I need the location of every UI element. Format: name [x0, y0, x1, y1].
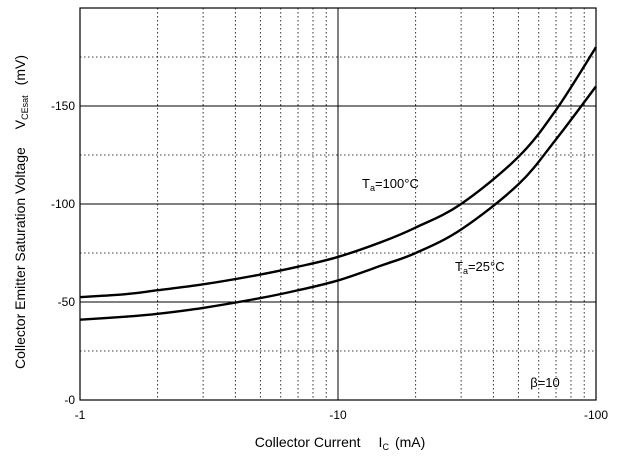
beta-annotation: β=10	[530, 375, 560, 390]
x-tick-label: -100	[584, 408, 608, 422]
tick-labels: -1 -10 -100 -0 -50 -100 -150	[51, 99, 608, 422]
plot-frame	[79, 7, 597, 401]
x-axis-title: Collector Current IC (mA)	[255, 434, 426, 452]
curves	[79, 46, 598, 321]
series-line-ta-100c	[79, 46, 598, 299]
series-line-ta-25c	[79, 85, 597, 321]
y-tick-label: -100	[51, 197, 75, 211]
y-tick-label: -50	[58, 295, 76, 309]
series-label-ta-25c: Ta=25°C	[455, 259, 505, 276]
y-tick-label: -150	[51, 99, 75, 113]
series-label-ta-100c: Ta=100°C	[362, 176, 419, 193]
grid	[80, 8, 596, 400]
y-tick-label: -0	[64, 393, 75, 407]
x-tick-label: -1	[75, 408, 86, 422]
y-axis-title: Collector Emitter Saturation VoltageVCEs…	[12, 55, 30, 369]
x-tick-label: -10	[329, 408, 347, 422]
